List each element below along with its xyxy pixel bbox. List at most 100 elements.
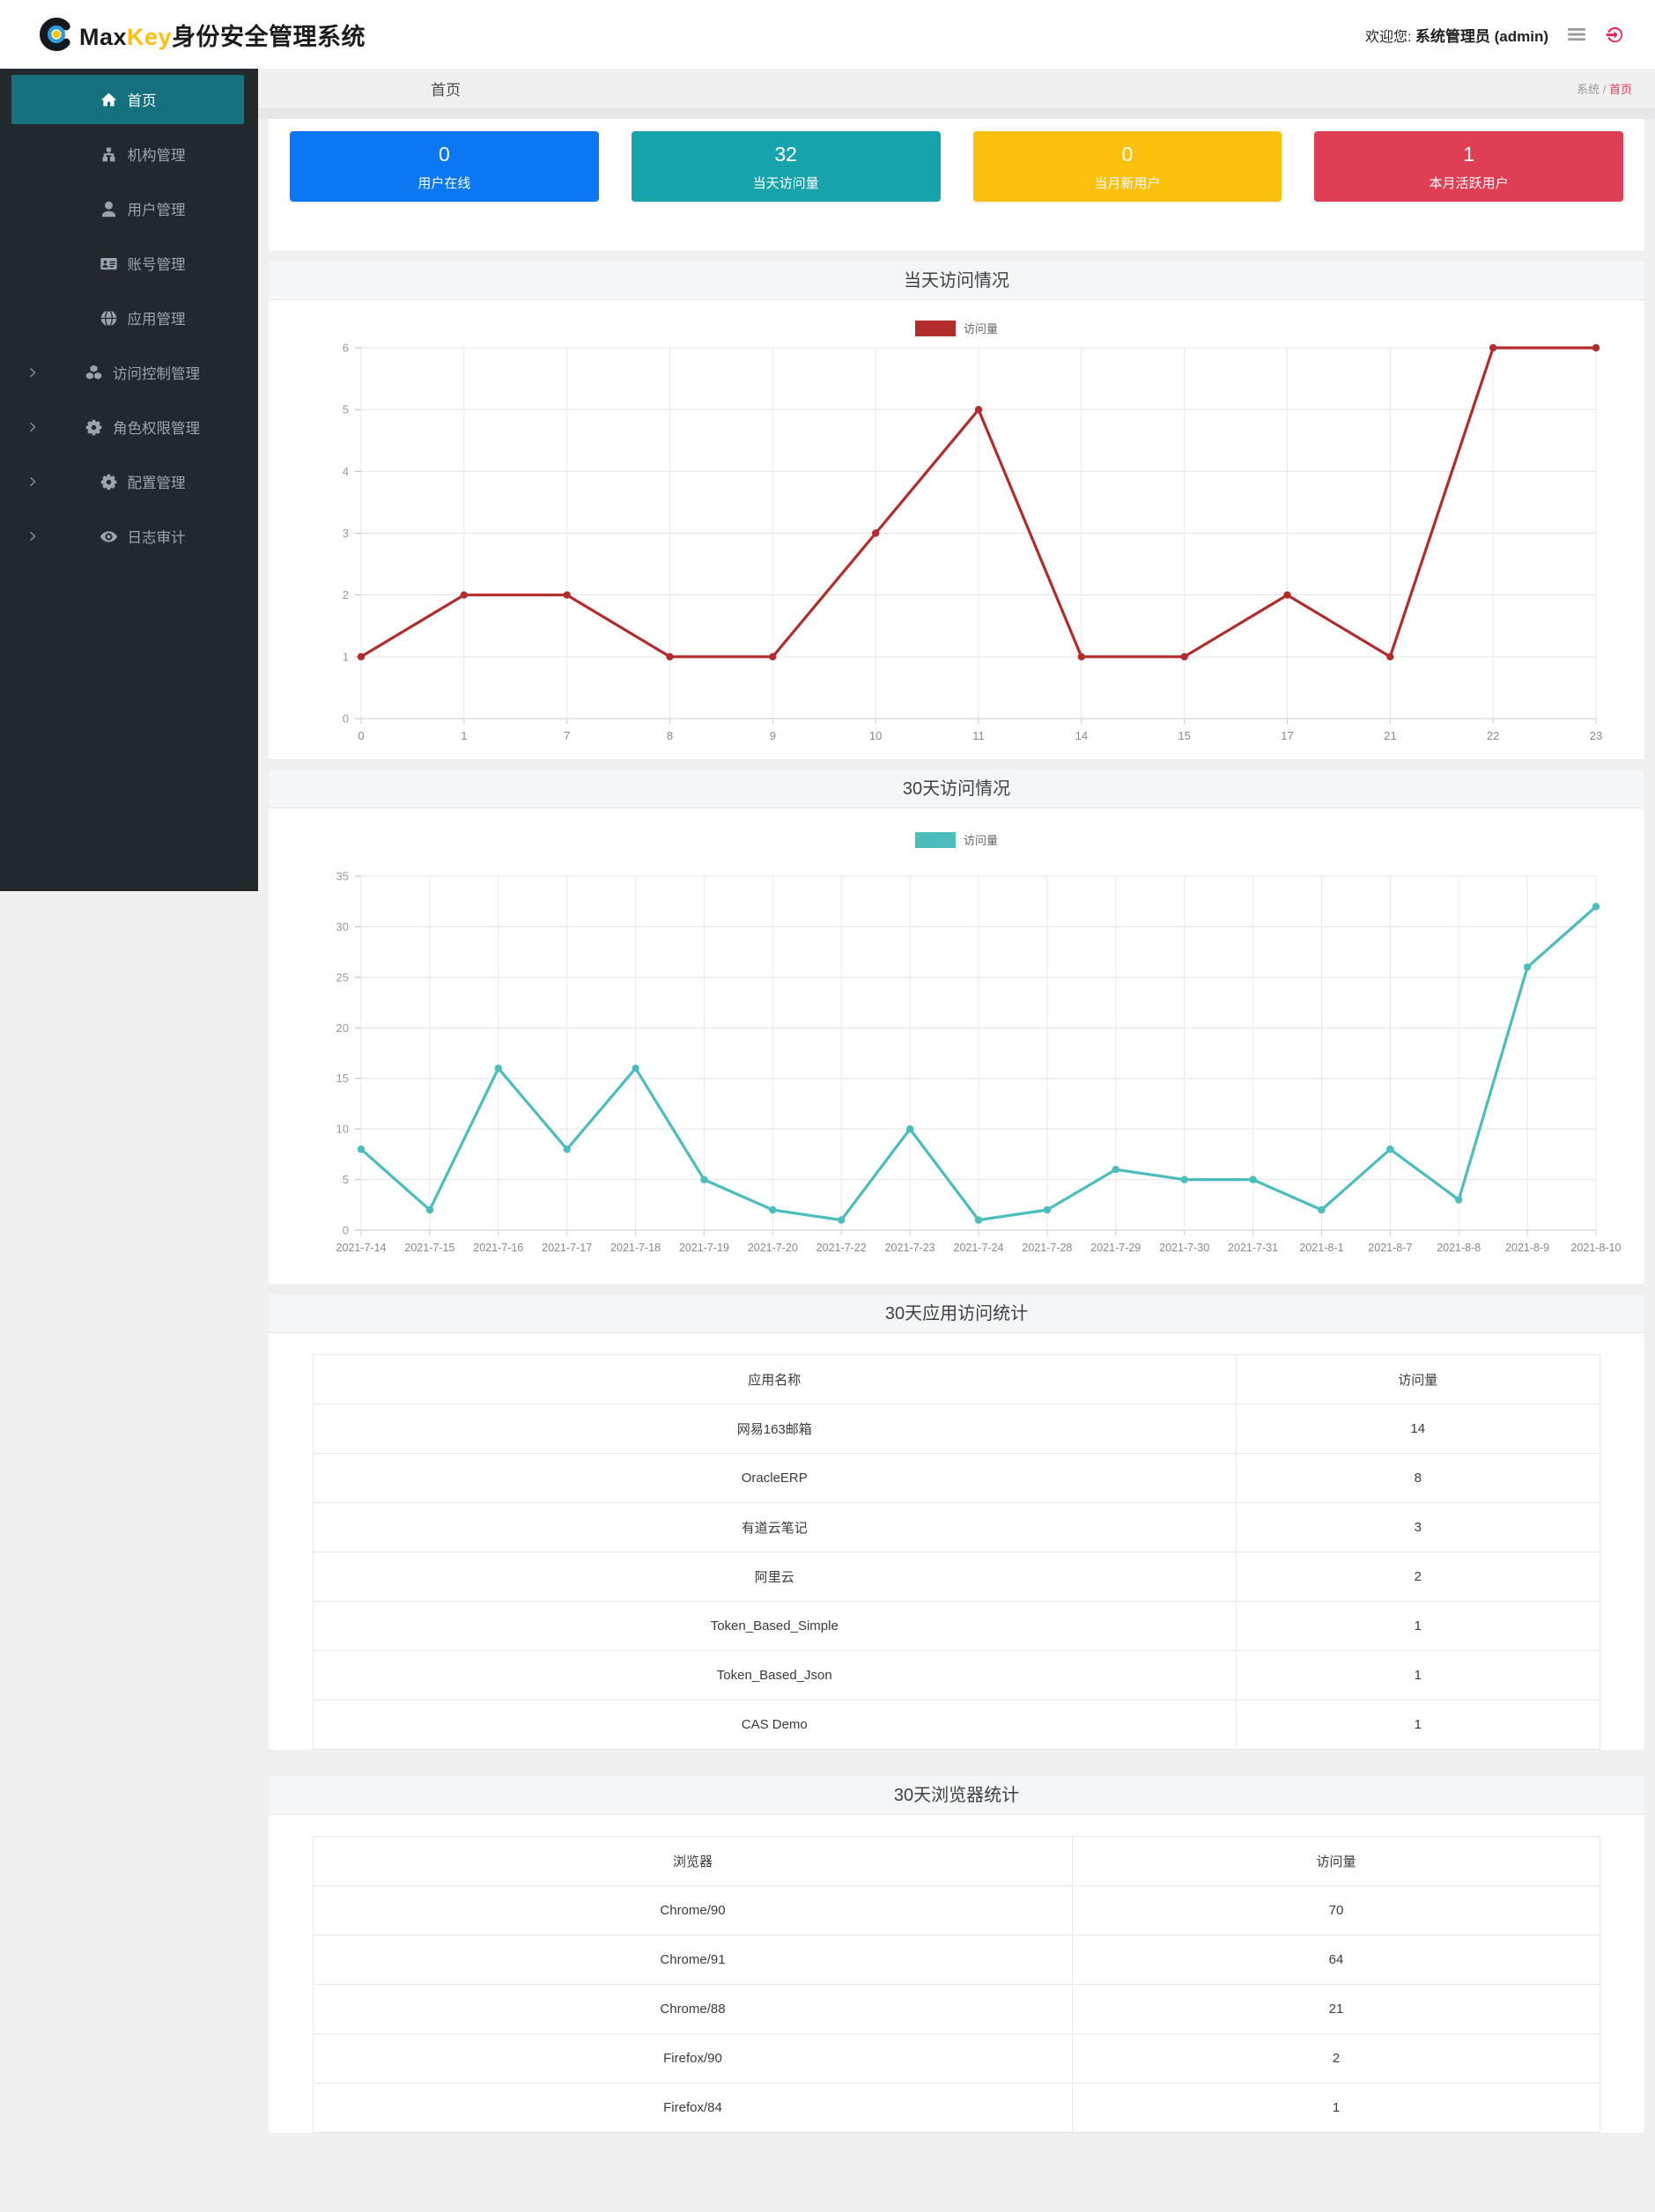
sidebar-item-log-audit[interactable]: 日志审计 — [0, 509, 258, 564]
svg-text:14: 14 — [1075, 729, 1088, 742]
sidebar-item-account-management[interactable]: 账号管理 — [0, 236, 258, 291]
cubes-icon — [85, 364, 103, 382]
sidebar-item-app-management[interactable]: 应用管理 — [0, 291, 258, 345]
table-cell: 1 — [1235, 1601, 1601, 1651]
table-cell: 有道云笔记 — [313, 1502, 1237, 1552]
logo-text-key: Key — [127, 23, 173, 50]
column-header: 应用名称 — [313, 1354, 1237, 1405]
breadcrumb-root-link[interactable]: 系统 — [1577, 83, 1600, 96]
monthly-visits-section: 30天访问情况 访问量 2021-7-14 2021-7-15 2021-7-16 2… — [269, 770, 1644, 1284]
chevron-right-icon — [26, 530, 39, 542]
logo-text: MaxKey身份安全管理系统 — [79, 18, 366, 52]
table-row: Firefox/84 1 — [313, 2083, 1601, 2133]
svg-text:2021-7-19: 2021-7-19 — [679, 1242, 729, 1254]
monthly-visits-chart: 2021-7-14 2021-7-15 2021-7-16 2021-7-17 2021… — [336, 870, 1622, 1255]
svg-text:9: 9 — [770, 729, 776, 742]
sidebar-item-label: 机构管理 — [127, 148, 186, 164]
legend-label: 访问量 — [963, 834, 998, 847]
legend-label: 访问量 — [963, 322, 998, 335]
sidebar-item-access-control-management[interactable]: 访问控制管理 — [0, 345, 258, 400]
svg-text:15: 15 — [336, 1072, 349, 1085]
table-cell: 1 — [1071, 2083, 1601, 2133]
svg-text:2021-7-15: 2021-7-15 — [404, 1242, 454, 1254]
table-row: 网易163邮箱 14 — [313, 1404, 1601, 1454]
svg-text:2021-8-7: 2021-8-7 — [1368, 1242, 1412, 1254]
table-cell: 2 — [1071, 2033, 1601, 2083]
stat-card-value: 1 — [1463, 143, 1475, 166]
svg-text:10: 10 — [336, 1123, 349, 1136]
table-cell: Token_Based_Json — [313, 1650, 1237, 1700]
table-cell: 14 — [1235, 1404, 1601, 1454]
svg-text:2021-7-28: 2021-7-28 — [1022, 1242, 1072, 1254]
chart-legend: 访问量 — [269, 320, 1644, 336]
svg-text:11: 11 — [972, 729, 985, 742]
stat-card: 32 当天访问量 — [631, 131, 941, 202]
svg-text:2021-7-22: 2021-7-22 — [816, 1242, 867, 1254]
table-cell: 1 — [1235, 1700, 1601, 1750]
welcome-text: 欢迎您: 系统管理员 (admin) — [1365, 24, 1548, 46]
logout-icon[interactable] — [1605, 25, 1625, 45]
table-header-row: 浏览器 访问量 — [313, 1836, 1601, 1886]
chart-legend: 访问量 — [269, 831, 1644, 848]
sidebar-item-label: 角色权限管理 — [113, 421, 200, 437]
page-title: 首页 — [431, 82, 461, 99]
stat-card-label: 当月新用户 — [1094, 176, 1161, 191]
breadcrumb-bar: 首页 系统 / 首页 — [258, 69, 1655, 108]
menu-toggle-icon[interactable] — [1566, 24, 1587, 45]
chevron-right-icon — [26, 421, 39, 433]
table-cell: OracleERP — [313, 1453, 1237, 1503]
legend-swatch — [914, 831, 956, 848]
legend-swatch — [914, 320, 956, 336]
stat-cards-panel: 0 用户在线 32 当天访问量 0 当月新用户 1 本月活跃用户 — [269, 119, 1644, 251]
table-row: Chrome/88 21 — [313, 1984, 1601, 2034]
sidebar-item-org-management[interactable]: 机构管理 — [0, 127, 258, 181]
stat-card: 0 当月新用户 — [972, 131, 1282, 202]
sidebar-item-label: 日志审计 — [127, 530, 186, 546]
column-header: 浏览器 — [313, 1836, 1073, 1886]
svg-text:8: 8 — [667, 729, 673, 742]
svg-text:2021-8-9: 2021-8-9 — [1505, 1242, 1549, 1254]
stat-card-label: 用户在线 — [417, 176, 471, 191]
svg-text:2021-8-10: 2021-8-10 — [1571, 1242, 1622, 1254]
column-header: 访问量 — [1235, 1354, 1601, 1405]
svg-text:2021-8-8: 2021-8-8 — [1437, 1242, 1481, 1254]
breadcrumb-current-link[interactable]: 首页 — [1608, 83, 1632, 96]
section-title: 30天访问情况 — [269, 770, 1644, 808]
svg-text:0: 0 — [343, 712, 349, 726]
table-cell: 70 — [1071, 1885, 1601, 1936]
table-cell: 64 — [1071, 1935, 1601, 1985]
app-logo[interactable]: MaxKey身份安全管理系统 — [39, 17, 366, 52]
svg-text:15: 15 — [1178, 729, 1190, 742]
svg-text:2021-7-24: 2021-7-24 — [954, 1242, 1004, 1254]
sidebar-item-role-permission-management[interactable]: 角色权限管理 — [0, 400, 258, 454]
svg-text:20: 20 — [336, 1021, 349, 1035]
table-cell: Firefox/90 — [313, 2033, 1073, 2083]
table-row: Token_Based_Simple 1 — [313, 1601, 1601, 1651]
sidebar-item-config-management[interactable]: 配置管理 — [0, 454, 258, 509]
svg-text:35: 35 — [336, 870, 349, 883]
section-title: 30天应用访问统计 — [269, 1294, 1644, 1333]
sidebar-item-home[interactable]: 首页 — [11, 75, 244, 124]
sidebar-menu: 首页机构管理用户管理账号管理应用管理访问控制管理角色权限管理 配置管理日志审计 — [0, 75, 258, 564]
breadcrumb-separator: / — [1602, 83, 1607, 96]
svg-text:23: 23 — [1590, 729, 1602, 742]
column-header: 访问量 — [1071, 1836, 1601, 1886]
stat-card-value: 32 — [774, 143, 797, 166]
svg-text:2021-7-20: 2021-7-20 — [748, 1242, 798, 1254]
svg-text:22: 22 — [1487, 729, 1499, 742]
table-cell: Chrome/90 — [313, 1885, 1073, 1936]
svg-text:2021-7-14: 2021-7-14 — [336, 1242, 387, 1254]
section-title: 当天访问情况 — [269, 262, 1644, 300]
stat-card-value: 0 — [1121, 143, 1134, 166]
table-row: Firefox/90 2 — [313, 2033, 1601, 2083]
sidebar-item-label: 配置管理 — [127, 476, 186, 491]
svg-text:2021-7-29: 2021-7-29 — [1090, 1242, 1141, 1254]
sidebar-item-label: 账号管理 — [127, 257, 186, 273]
svg-text:30: 30 — [336, 920, 349, 933]
sidebar-item-user-management[interactable]: 用户管理 — [0, 181, 258, 236]
table-cell: 8 — [1235, 1453, 1601, 1503]
stat-card: 0 用户在线 — [290, 131, 599, 202]
table-row: 有道云笔记 3 — [313, 1502, 1601, 1552]
sidebar-item-label: 应用管理 — [127, 312, 186, 328]
